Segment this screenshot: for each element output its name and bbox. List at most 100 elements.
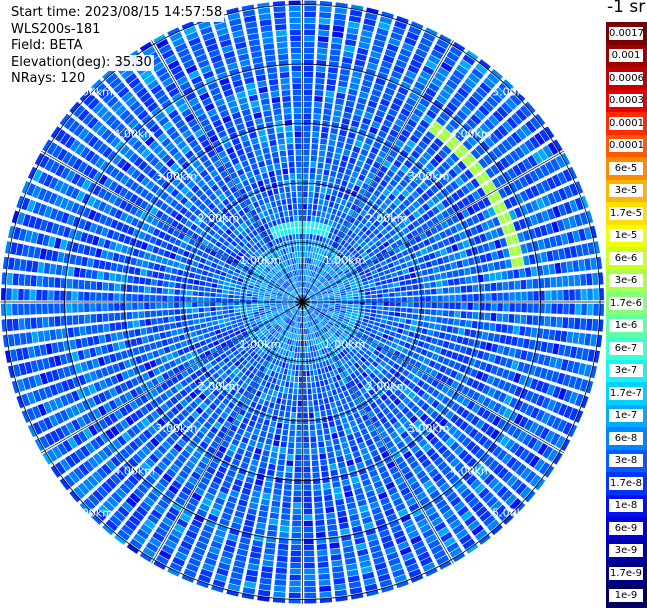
backscatter-cell: [377, 290, 383, 294]
backscatter-cell: [513, 269, 520, 278]
backscatter-cell: [380, 338, 386, 344]
backscatter-cell: [434, 250, 441, 257]
backscatter-cell: [174, 296, 180, 301]
backscatter-cell: [102, 282, 108, 290]
backscatter-cell: [570, 246, 577, 258]
backscatter-cell: [87, 337, 94, 347]
backscatter-cell: [120, 294, 126, 301]
backscatter-cell: [323, 115, 331, 121]
backscatter-cell: [258, 385, 264, 392]
backscatter-cell: [383, 307, 389, 311]
backscatter-cell: [470, 330, 477, 338]
backscatter-cell: [315, 412, 320, 418]
backscatter-cell: [181, 341, 188, 348]
backscatter-cell: [224, 318, 230, 322]
backscatter-cell: [305, 258, 307, 264]
backscatter-cell: [423, 276, 429, 282]
backscatter-cell: [382, 285, 388, 289]
backscatter-cell: [293, 395, 297, 401]
backscatter-cell: [394, 287, 400, 292]
backscatter-cell: [285, 363, 289, 369]
backscatter-cell: [395, 303, 401, 307]
backscatter-cell: [278, 459, 285, 465]
backscatter-cell: [338, 517, 348, 524]
backscatter-cell: [138, 250, 145, 258]
backscatter-cell: [326, 446, 333, 452]
backscatter-cell: [306, 234, 309, 240]
backscatter-cell: [95, 248, 102, 257]
backscatter-cell: [265, 542, 276, 549]
backscatter-cell: [162, 310, 168, 316]
backscatter-cell: [318, 441, 324, 447]
backscatter-cell: [386, 258, 393, 264]
backscatter-cell: [371, 302, 377, 305]
backscatter-cell: [574, 275, 580, 286]
backscatter-cell: [164, 274, 170, 281]
backscatter-cell: [103, 324, 109, 333]
backscatter-cell: [151, 279, 157, 286]
backscatter-cell: [455, 311, 461, 318]
backscatter-cell: [338, 167, 345, 174]
backscatter-cell: [192, 337, 199, 343]
backscatter-cell: [284, 387, 289, 393]
backscatter-cell: [304, 84, 313, 90]
backscatter-cell: [253, 485, 262, 492]
backscatter-cell: [460, 277, 466, 284]
backscatter-cell: [311, 156, 317, 162]
backscatter-cell: [382, 334, 388, 339]
backscatter-cell: [479, 312, 485, 320]
backscatter-cell: [381, 319, 387, 324]
backscatter-cell: [316, 235, 320, 241]
backscatter-cell: [158, 248, 165, 255]
backscatter-cell: [304, 90, 313, 96]
backscatter-cell: [308, 347, 311, 353]
backscatter-cell: [494, 262, 501, 271]
backscatter-cell: [557, 304, 563, 314]
backscatter-cell: [218, 319, 224, 324]
backscatter-cell: [93, 259, 100, 268]
backscatter-cell: [304, 18, 315, 24]
backscatter-cell: [342, 479, 351, 486]
backscatter-cell: [78, 303, 84, 312]
backscatter-cell: [326, 226, 331, 232]
backscatter-cell: [419, 296, 425, 301]
backscatter-cell: [333, 25, 345, 32]
backscatter-cell: [303, 329, 304, 334]
backscatter-cell: [501, 271, 507, 280]
backscatter-cell: [145, 319, 151, 326]
backscatter-cell: [476, 265, 483, 273]
backscatter-cell: [310, 436, 316, 442]
backscatter-cell: [365, 306, 371, 309]
backscatter-cell: [526, 315, 532, 325]
backscatter-cell: [558, 344, 565, 355]
backscatter-cell: [347, 95, 356, 102]
backscatter-cell: [210, 303, 216, 307]
backscatter-cell: [48, 304, 54, 314]
backscatter-cell: [264, 444, 271, 451]
backscatter-cell: [329, 299, 334, 301]
backscatter-cell: [329, 201, 335, 207]
backscatter-cell: [289, 364, 293, 370]
backscatter-cell: [495, 272, 501, 281]
backscatter-cell: [309, 180, 314, 186]
backscatter-cell: [275, 574, 286, 580]
backscatter-cell: [52, 251, 59, 262]
backscatter-cell: [276, 568, 287, 574]
backscatter-cell: [458, 328, 465, 335]
backscatter-cell: [202, 328, 208, 334]
backscatter-cell: [397, 328, 403, 334]
backscatter-cell: [183, 347, 190, 354]
backscatter-cell: [72, 303, 78, 312]
backscatter-cell: [138, 286, 144, 293]
backscatter-cell: [303, 222, 306, 228]
backscatter-cell: [318, 568, 329, 574]
backscatter-cell: [213, 340, 220, 346]
backscatter-cell: [325, 404, 330, 410]
backscatter-cell: [268, 524, 278, 531]
backscatter-cell: [326, 188, 332, 194]
backscatter-cell: [363, 319, 369, 323]
backscatter-cell: [232, 324, 238, 329]
backscatter-cell: [310, 346, 313, 352]
backscatter-cell: [138, 303, 144, 310]
backscatter-cell: [325, 501, 334, 507]
